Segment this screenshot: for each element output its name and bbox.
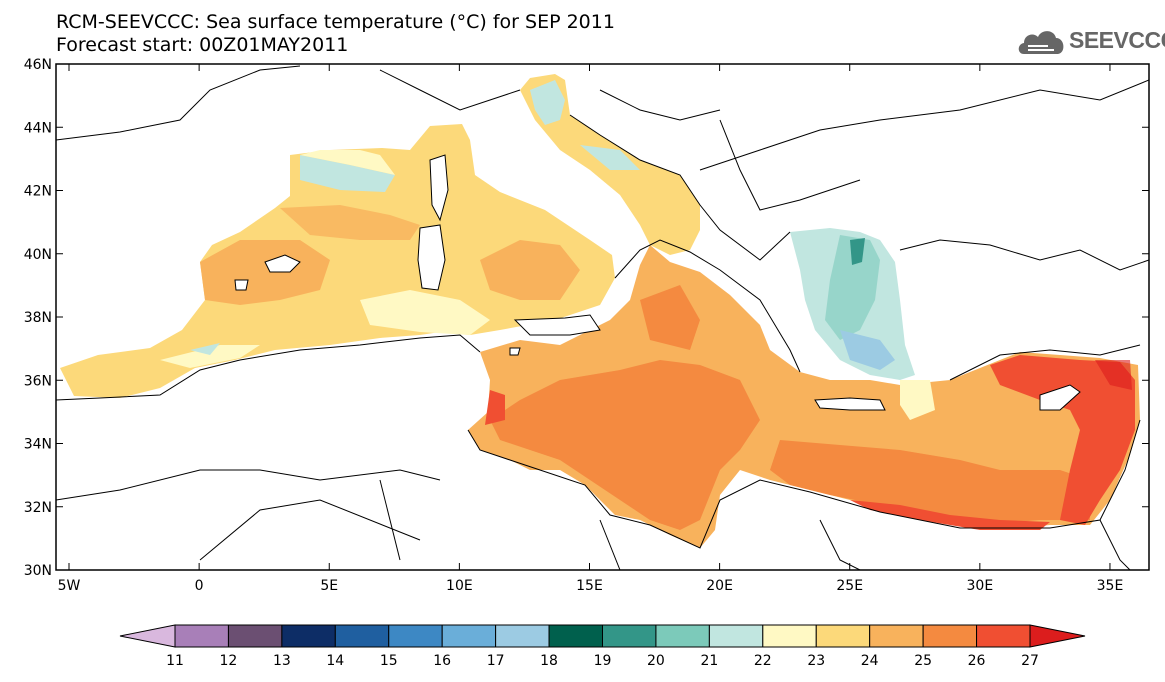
sst-contours [160, 80, 1135, 530]
colorbar-label: 14 [326, 653, 344, 669]
colorbar-label: 19 [594, 653, 612, 669]
colorbar-segment [815, 624, 871, 648]
lon-tick-label: 25E [836, 578, 863, 594]
lat-tick-label: 42N [24, 184, 52, 200]
logo-text: SEEVCCC [1069, 27, 1165, 53]
map-title: RCM-SEEVCCC: Sea surface temperature (°C… [56, 11, 615, 33]
lon-tick-label: 5E [320, 578, 338, 594]
colorbar-label: 21 [700, 653, 718, 669]
colorbar-label: 16 [433, 653, 451, 669]
colorbar-label: 20 [647, 653, 665, 669]
colorbar-segment [548, 624, 603, 648]
colorbar-segment [708, 624, 764, 648]
lon-tick-label: 0 [195, 578, 204, 594]
colorbar-label: 18 [540, 653, 558, 669]
lon-tick-label: 10E [446, 578, 473, 594]
lat-tick-label: 44N [24, 120, 52, 136]
forecast-subtitle: Forecast start: 00Z01MAY2011 [56, 34, 349, 56]
colorbar-low-arrow [119, 624, 176, 648]
lon-tick-label: 5W [58, 578, 81, 594]
colorbar-label: 22 [754, 653, 772, 669]
cloud-logo-icon [1018, 31, 1064, 54]
lon-tick-label: 35E [1097, 578, 1124, 594]
coastlines [56, 65, 1149, 570]
colorbar-high-arrow [1029, 624, 1086, 648]
colorbar-label: 26 [968, 653, 986, 669]
colorbar-label: 27 [1021, 653, 1039, 669]
colorbar-segment [227, 624, 283, 648]
colorbar-label: 24 [861, 653, 879, 669]
colorbar-segment [441, 624, 497, 648]
lon-axis: 5W 0 5E 10E 15E 20E 25E 30E 35E [58, 64, 1124, 594]
lat-tick-label: 32N [24, 500, 52, 516]
lat-tick-label: 46N [24, 57, 52, 73]
lat-tick-label: 36N [24, 373, 52, 389]
colorbar-segment [762, 624, 817, 648]
colorbar-segment [922, 624, 978, 648]
lat-tick-label: 30N [24, 563, 52, 579]
lat-tick-label: 34N [24, 437, 52, 453]
colorbar-segment [602, 624, 657, 648]
sst-map: 5W 0 5E 10E 15E 20E 25E 30E 35E 30N 32N 34N 36N 38N 4… [24, 57, 1150, 594]
colorbar-segment [388, 624, 443, 648]
lon-tick-label: 30E [967, 578, 994, 594]
lat-tick-label: 40N [24, 247, 52, 263]
colorbar-segment [655, 624, 710, 648]
colorbar-segment [869, 624, 924, 648]
colorbar-label: 15 [380, 653, 398, 669]
lon-tick-label: 20E [706, 578, 733, 594]
lat-axis: 30N 32N 34N 36N 38N 40N 42N 44N 46N [24, 57, 1149, 579]
colorbar-label: 23 [807, 653, 825, 669]
colorbar-label: 25 [914, 653, 932, 669]
colorbar-label: 17 [487, 653, 505, 669]
colorbar-label: 13 [273, 653, 291, 669]
colorbar-segment [976, 624, 1031, 648]
colorbar-segment [495, 624, 550, 648]
lon-tick-label: 15E [576, 578, 603, 594]
colorbar-segment [334, 624, 390, 648]
colorbar-label: 12 [220, 653, 238, 669]
colorbar-segment [281, 624, 336, 648]
lat-tick-label: 38N [24, 310, 52, 326]
colorbar-label: 11 [166, 653, 184, 669]
islands [234, 154, 1081, 411]
colorbar-segment [174, 624, 229, 648]
seevccc-logo: SEEVCCC [1016, 24, 1165, 58]
